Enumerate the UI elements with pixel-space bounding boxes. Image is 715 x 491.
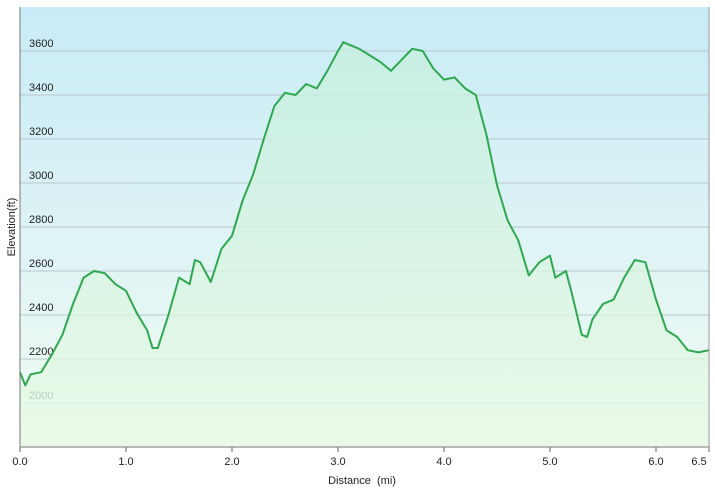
x-axis-label: Distance (mi): [328, 475, 396, 487]
x-tick-label: 5.0: [542, 456, 557, 468]
x-tick-label: 1.0: [118, 456, 133, 468]
x-tick-label: 4.0: [436, 456, 451, 468]
y-tick-label: 2400: [29, 302, 53, 314]
x-tick-label: 6.5: [691, 456, 706, 468]
x-tick-label: 2.0: [224, 456, 239, 468]
y-axis-label: Elevation(ft): [6, 198, 18, 257]
y-tick-label: 2200: [29, 346, 53, 358]
x-tick-label: 6.0: [648, 456, 663, 468]
y-tick-label: 3000: [29, 170, 53, 182]
x-tick-label: 3.0: [330, 456, 345, 468]
y-tick-label: 3600: [29, 38, 53, 50]
area-fill: [20, 42, 709, 447]
y-tick-label: 2800: [29, 214, 53, 226]
elevation-line: [19, 41, 710, 387]
x-tick-label: 0.0: [12, 456, 27, 468]
y-tick-label: 3200: [29, 126, 53, 138]
y-tick-label: 2600: [29, 258, 53, 270]
y-tick-label: 3400: [29, 82, 53, 94]
